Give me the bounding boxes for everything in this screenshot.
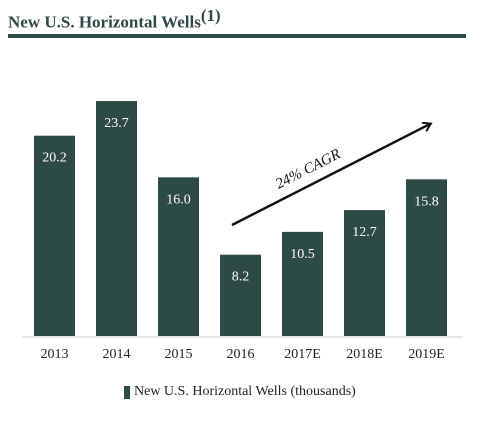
bar-value-label: 16.0: [166, 192, 191, 207]
bar-2013: [34, 135, 75, 336]
legend-label: New U.S. Horizontal Wells (thousands): [134, 384, 356, 399]
bar-2014: [96, 101, 137, 336]
bar-value-label: 12.7: [352, 225, 377, 240]
bar-value-label: 10.5: [290, 247, 315, 262]
x-tick-label: 2016: [227, 347, 255, 362]
x-tick-label: 2013: [41, 347, 69, 362]
bar-2015: [158, 177, 199, 336]
bar-2016: [220, 254, 261, 336]
x-tick-label: 2019E: [408, 347, 445, 362]
bar-2017e: [282, 231, 323, 336]
title-footnote-marker: (1): [200, 6, 221, 25]
title-underline: [8, 34, 466, 38]
x-tick-label: 2018E: [346, 347, 383, 362]
bar-value-label: 8.2: [232, 270, 250, 285]
bar-value-label: 20.2: [42, 151, 67, 166]
chart-title-block: New U.S. Horizontal Wells(1): [8, 6, 221, 32]
x-tick-label: 2014: [103, 347, 131, 362]
legend-swatch: [124, 385, 130, 399]
cagr-arrow: [231, 124, 430, 227]
legend: New U.S. Horizontal Wells (thousands): [124, 384, 356, 400]
x-tick-label: 2017E: [284, 347, 321, 362]
bar-2019e: [406, 179, 447, 336]
bar-2018e: [344, 210, 385, 336]
bar-value-label: 15.8: [414, 194, 439, 209]
chart-title: New U.S. Horizontal Wells: [8, 12, 201, 32]
x-tick-label: 2015: [165, 347, 193, 362]
bar-value-label: 23.7: [104, 116, 129, 131]
